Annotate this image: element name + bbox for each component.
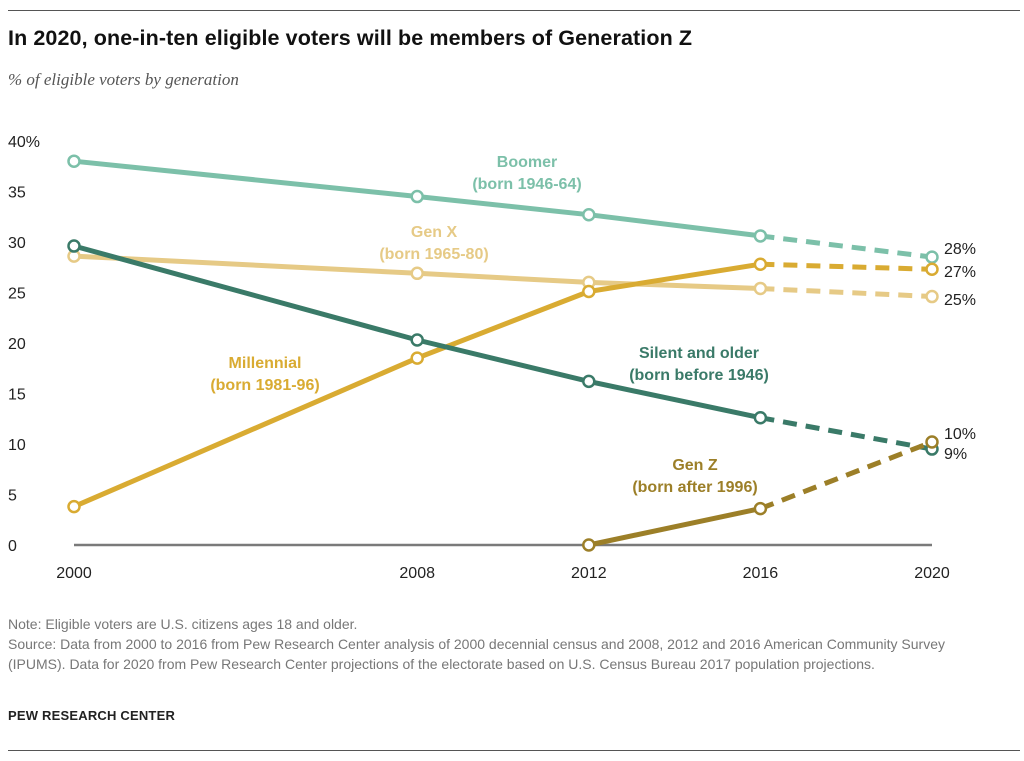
y-tick-label: 25 — [8, 286, 26, 303]
end-label-millennial: 27% — [944, 264, 976, 281]
data-point-millennial — [410, 351, 424, 365]
series-label-millennial: Millennial — [229, 355, 302, 372]
series-sublabel-genx: (born 1965-80) — [379, 246, 488, 263]
end-label-silent: 9% — [944, 446, 967, 463]
x-tick-label: 2000 — [56, 565, 92, 582]
footnote-note: Note: Eligible voters are U.S. citizens … — [8, 616, 358, 632]
data-point-boomer — [582, 207, 596, 222]
end-label-genx: 25% — [944, 292, 976, 309]
series-label-boomer: Boomer — [497, 154, 557, 171]
series-projection-genx — [760, 286, 933, 299]
series-line-boomer — [73, 158, 761, 239]
data-point-silent — [410, 333, 424, 347]
x-tick-label: 2008 — [399, 565, 435, 582]
data-point-millennial — [753, 257, 768, 271]
chart-subtitle: % of eligible voters by generation — [8, 70, 239, 89]
y-tick-label: 15 — [8, 387, 26, 404]
y-tick-label: 40% — [8, 134, 40, 151]
data-point-silent — [582, 374, 596, 389]
data-point-silent — [67, 239, 81, 253]
series-label-genz: Gen Z — [672, 457, 718, 474]
data-point-genx — [410, 266, 424, 281]
y-tick-label: 0 — [8, 538, 17, 555]
data-point-genx — [925, 289, 939, 304]
series-sublabel-silent: (born before 1946) — [629, 367, 769, 384]
data-point-genz — [753, 501, 768, 516]
series-line-millennial — [73, 261, 761, 509]
series-sublabel-genz: (born after 1996) — [632, 479, 757, 496]
series-line-silent — [73, 243, 761, 421]
series-projection-silent — [759, 415, 933, 452]
series-projection-millennial — [760, 261, 933, 272]
y-tick-label: 30 — [8, 235, 26, 252]
bottom-rule — [8, 750, 1020, 751]
data-point-millennial — [582, 284, 596, 299]
series-label-genx: Gen X — [411, 224, 458, 241]
series-sublabel-boomer: (born 1946-64) — [472, 176, 581, 193]
y-tick-label: 35 — [8, 185, 26, 202]
y-tick-label: 10 — [8, 437, 26, 454]
brand-name: PEW RESEARCH CENTER — [8, 708, 176, 723]
data-point-boomer — [925, 250, 939, 264]
chart-title: In 2020, one-in-ten eligible voters will… — [8, 26, 693, 50]
footnote-source: Source: Data from 2000 to 2016 from Pew … — [8, 636, 945, 672]
data-point-boomer — [753, 229, 768, 243]
series-line-genx — [73, 253, 761, 291]
series-sublabel-millennial: (born 1981-96) — [210, 377, 319, 394]
data-point-boomer — [67, 154, 81, 168]
data-point-genx — [753, 281, 768, 296]
data-point-genz — [925, 435, 939, 449]
data-point-millennial — [67, 499, 81, 514]
series-projection-boomer — [760, 233, 933, 260]
data-point-silent — [753, 410, 768, 425]
series-label-silent: Silent and older — [639, 345, 759, 362]
top-rule — [8, 10, 1020, 11]
x-tick-label: 2012 — [571, 565, 607, 582]
x-tick-label: 2020 — [914, 565, 950, 582]
data-point-boomer — [410, 189, 424, 204]
end-label-genz: 10% — [944, 426, 976, 443]
x-tick-label: 2016 — [743, 565, 779, 582]
end-label-boomer: 28% — [944, 241, 976, 258]
line-chart: 0 5 10 15 20 25 30 35 40% 2000 2008 2012 2016 2020 Boo… — [8, 134, 976, 582]
series-line-genz — [588, 506, 761, 548]
y-tick-label: 5 — [8, 488, 17, 505]
y-tick-label: 20 — [8, 336, 26, 353]
data-point-genz — [582, 538, 596, 552]
series-projection-genz — [759, 439, 933, 511]
data-point-millennial — [925, 262, 939, 277]
